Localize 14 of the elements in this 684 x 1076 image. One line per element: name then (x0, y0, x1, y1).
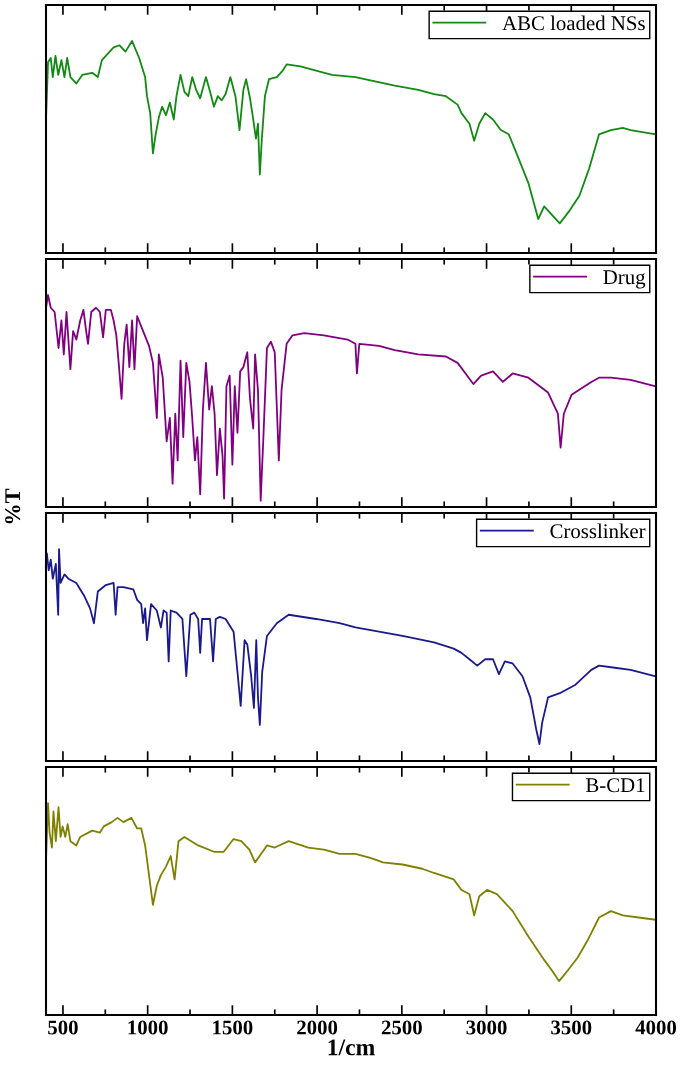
x-tick-label: 3500 (551, 1020, 592, 1035)
legend-label: Drug (603, 270, 646, 289)
x-tick-label: 2000 (297, 1020, 338, 1035)
y-axis-title: %T (5, 488, 21, 524)
x-tick-label: 3000 (466, 1020, 507, 1035)
x-tick-label: 1500 (213, 1020, 253, 1035)
text: ABC loaded NSs (502, 15, 645, 31)
text: B-CD1 (585, 778, 645, 793)
x-tick-label: 500 (48, 1020, 78, 1035)
legend-label: Crosslinker (550, 523, 646, 539)
x-tick-label: 4000 (635, 1020, 677, 1035)
x-axis-title: 1/cm (328, 1039, 375, 1056)
x-tick-label: 2500 (381, 1020, 422, 1035)
x-tick-label: 1000 (128, 1020, 168, 1035)
